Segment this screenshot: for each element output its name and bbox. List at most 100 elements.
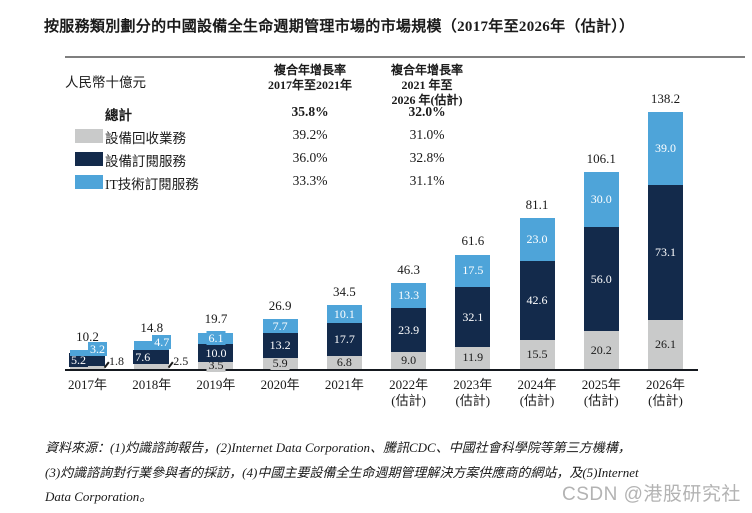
total-value-label: 19.7 [204, 311, 228, 327]
x-axis-label-line: (估計) [519, 393, 555, 408]
segment-value-label: 2.5 [173, 354, 189, 368]
total-value-label: 26.9 [268, 297, 292, 313]
bar-segment [134, 341, 170, 351]
total-value-label: 10.2 [76, 329, 99, 345]
segment-value-label: 10.1 [331, 306, 357, 321]
cagr-header-line: 複合年增長率 [273, 63, 346, 77]
segment-value-label: 7.6 [133, 349, 153, 364]
cagr-value: 32.8% [409, 150, 445, 165]
segment-value-label: 7.7 [270, 318, 290, 333]
x-axis-label-line: 2020年 [260, 377, 300, 392]
segment-value-label: 9.0 [399, 353, 419, 368]
segment-value-label: 73.1 [652, 244, 678, 259]
legend-row-equipment-subscription: 設備訂閱服務 36.0% 32.8% [0, 150, 752, 169]
legend-label-total: 總計 [105, 108, 132, 123]
x-axis-label-line: (估計) [648, 393, 683, 408]
legend-swatch-recycle [75, 129, 103, 143]
segment-value-label: 23.0 [524, 232, 550, 247]
x-axis-label-line: (估計) [455, 393, 491, 408]
segment-value-label: 15.5 [524, 347, 550, 362]
x-axis-label: 2024年 (估計) [501, 377, 573, 409]
legend-label-equipment-subscription: 設備訂閱服務 [105, 154, 186, 169]
segment-value-label: 1.8 [109, 354, 124, 368]
cagr-value: 36.0% [292, 150, 328, 165]
source-note-line: Data Corporation。 [45, 489, 153, 504]
cagr-header-line: 2017年至2021年 [267, 78, 352, 92]
total-value-label: 34.5 [333, 283, 356, 299]
segment-value-label: 13.3 [396, 287, 422, 302]
segment-value-label: 17.7 [331, 332, 357, 347]
bar-segment [70, 350, 105, 356]
x-axis-label-line: (估計) [391, 393, 426, 408]
x-axis-label-line: 2017年 [67, 377, 107, 392]
segment-value-label: 3.2 [88, 342, 107, 356]
x-axis-label: 2022年 (估計) [373, 377, 445, 409]
segment-value-label: 11.9 [460, 350, 486, 365]
x-axis-label-line: 2018年 [132, 377, 172, 392]
segment-value-label: 13.2 [267, 338, 293, 353]
cagr-header-line: 複合年增長率 [390, 63, 463, 77]
x-axis-label: 2023年 (估計) [437, 377, 509, 409]
bar-segment [134, 364, 170, 369]
cagr-header-line: 2026 年(估計) [391, 93, 463, 107]
x-axis-label-line: 2019年 [196, 377, 236, 392]
source-note-line: (3)灼識諮詢對行業參與者的採訪，(4)中國主要設備全生命週期管理解決方案供應商… [45, 464, 639, 480]
cagr-column-header-2021-2026: 複合年增長率 2021 年至 2026 年(估計) [352, 63, 502, 108]
segment-value-label: 5.2 [69, 353, 88, 368]
legend-row-total: 總計 35.8% 32.0% [0, 104, 752, 123]
legend-swatch-equipment-subscription [75, 152, 103, 166]
total-value-label: 46.3 [397, 261, 420, 277]
segment-value-label: 23.9 [396, 322, 422, 337]
total-value-label: 106.1 [586, 150, 616, 166]
segment-value-label: 6.8 [334, 355, 354, 370]
x-axis-label-line: 2025年 [581, 377, 621, 392]
segment-value-label: 10.0 [203, 345, 229, 360]
x-axis-label-line: 2024年 [517, 377, 557, 392]
source-note: 資料來源：(1)灼識諮詢報告，(2)Internet Data Corporat… [45, 436, 725, 510]
x-axis-label: 2025年 (估計) [565, 377, 637, 409]
watermark: CSDN @港股研究社 [562, 484, 741, 505]
page-title: 按服務類別劃分的中國設備全生命週期管理市場的市場規模（2017年至2026年（估… [44, 19, 635, 35]
cagr-value: 32.0% [408, 104, 446, 119]
legend-swatch-it-subscription [75, 175, 103, 189]
segment-value-label: 6.1 [206, 330, 226, 345]
segment-value-label: 42.6 [524, 293, 550, 308]
segment-value-label: 17.5 [460, 263, 486, 278]
segment-value-label: 32.1 [460, 309, 486, 324]
total-value-label: 14.8 [140, 320, 164, 336]
segment-value-label: 39.0 [652, 140, 678, 155]
cagr-value: 31.0% [409, 127, 445, 142]
x-axis-label-line: 2022年 [389, 377, 429, 392]
total-value-label: 81.1 [525, 197, 549, 213]
legend-label-recycle: 設備回收業務 [105, 131, 186, 146]
title-divider [65, 56, 745, 58]
segment-value-label: 26.1 [652, 337, 678, 352]
x-axis-label: 2026年 (估計) [629, 377, 701, 409]
cagr-header-line: 2021 年至 [401, 78, 453, 92]
segment-value-label: 20.2 [588, 342, 614, 357]
x-axis-label: 2021年 [308, 377, 380, 393]
cagr-value: 35.8% [291, 104, 329, 119]
cagr-value: 33.3% [292, 173, 328, 188]
segment-value-label: 30.0 [588, 191, 614, 206]
cagr-column-header-2017-2021: 複合年增長率 2017年至2021年 [235, 63, 385, 93]
x-axis-label-line: 2026年 [645, 377, 685, 392]
segment-value-label: 56.0 [588, 271, 614, 286]
x-axis-label-line: (估計) [583, 393, 619, 408]
segment-value-label: 5.9 [270, 356, 290, 370]
source-note-line: 資料來源：(1)灼識諮詢報告，(2)Internet Data Corporat… [45, 440, 631, 455]
total-value-label: 138.2 [650, 91, 681, 106]
x-axis-label: 2020年 [244, 377, 316, 393]
x-axis-label: 2018年 [116, 377, 188, 393]
legend-row-it-subscription: IT技術訂閱服務 33.3% 31.1% [0, 173, 752, 192]
segment-value-label: 4.7 [152, 334, 172, 349]
cagr-value: 39.2% [292, 127, 328, 142]
cagr-value: 31.1% [409, 173, 445, 188]
y-axis-unit-label: 人民幣十億元 [65, 75, 146, 90]
bar-segment [70, 365, 105, 369]
x-axis-label-line: 2023年 [453, 377, 493, 392]
legend-label-it-subscription: IT技術訂閱服務 [105, 177, 199, 192]
x-axis-label: 2019年 [180, 377, 252, 393]
x-axis-label-line: 2021年 [324, 377, 364, 392]
